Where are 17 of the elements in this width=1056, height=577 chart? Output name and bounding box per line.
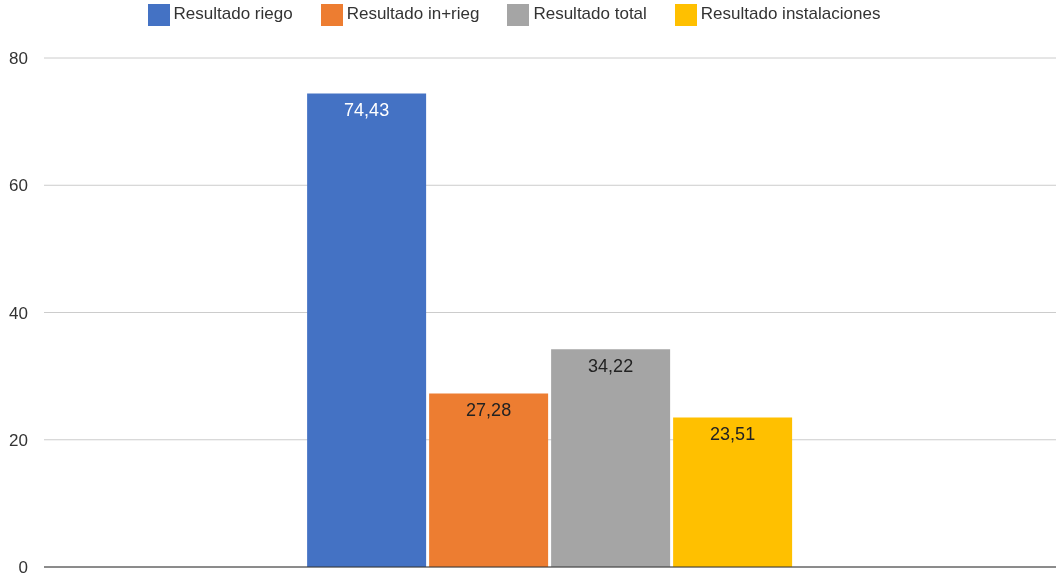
legend-label: Resultado total [533, 4, 647, 24]
y-tick-label: 80 [9, 49, 28, 69]
bar [307, 93, 427, 567]
data-label: 27,28 [466, 400, 512, 421]
y-tick-label: 0 [18, 558, 28, 577]
data-label: 74,43 [344, 100, 390, 121]
y-tick-label: 40 [9, 303, 28, 323]
legend-label: Resultado riego [173, 4, 293, 24]
legend-label: Resultado instalaciones [700, 4, 881, 24]
bar [429, 393, 549, 567]
y-tick-label: 20 [9, 430, 28, 450]
data-label: 23,51 [710, 424, 756, 445]
bar [673, 417, 793, 567]
data-label: 34,22 [588, 356, 634, 377]
bar [551, 349, 671, 567]
legend-label: Resultado in+rieg [346, 4, 480, 24]
y-tick-label: 60 [9, 176, 28, 196]
